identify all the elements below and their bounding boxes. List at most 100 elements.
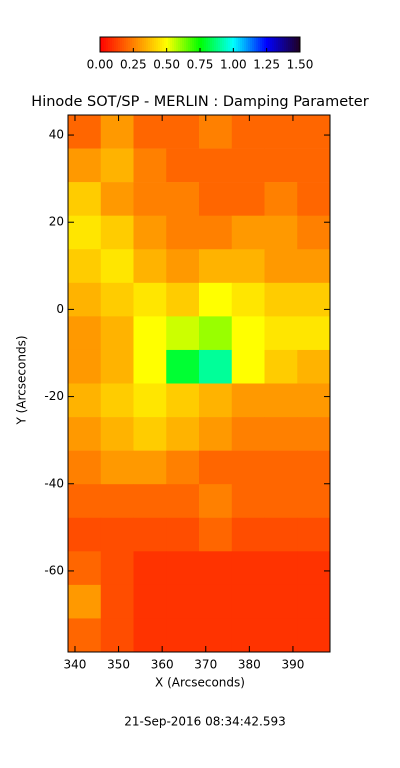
heatmap-cell xyxy=(231,249,265,284)
colorbar-swatch xyxy=(222,37,225,52)
colorbar-swatch xyxy=(174,37,177,52)
heatmap-cell xyxy=(231,115,265,149)
colorbar-swatch xyxy=(220,37,223,52)
y-tick-label: -20 xyxy=(44,389,64,403)
colorbar-swatch xyxy=(266,37,269,52)
colorbar-swatch xyxy=(284,37,287,52)
heatmap-cell xyxy=(264,349,298,384)
heatmap-cell xyxy=(133,618,167,653)
heatmap-cell xyxy=(199,484,233,519)
heatmap-cell xyxy=(133,417,167,451)
heatmap-cell xyxy=(68,450,102,485)
colorbar-swatch xyxy=(196,37,199,52)
colorbar-swatch xyxy=(262,37,265,52)
colorbar-swatch xyxy=(204,37,207,52)
colorbar-swatch xyxy=(286,37,289,52)
colorbar-swatch xyxy=(234,37,237,52)
heatmap-cell xyxy=(231,383,265,418)
heatmap-cell xyxy=(199,249,233,284)
colorbar-swatch xyxy=(250,37,253,52)
colorbar-swatch xyxy=(274,37,277,52)
heatmap-cell xyxy=(100,182,134,216)
colorbar-swatch xyxy=(132,37,135,52)
heatmap-cell xyxy=(68,349,102,384)
heatmap-cell xyxy=(100,148,134,183)
colorbar-swatch xyxy=(240,37,243,52)
heatmap-cell xyxy=(133,551,167,586)
colorbar-swatch xyxy=(278,37,281,52)
colorbar-swatch xyxy=(230,37,233,52)
heatmap-cell xyxy=(297,115,331,149)
heatmap-cell xyxy=(199,148,233,183)
colorbar-swatch xyxy=(192,37,195,52)
colorbar-swatch xyxy=(256,37,259,52)
colorbar-swatch xyxy=(242,37,245,52)
heatmap-cell xyxy=(133,450,167,485)
chart-title: Hinode SOT/SP - MERLIN : Damping Paramet… xyxy=(31,94,368,110)
heatmap-cell xyxy=(166,215,200,250)
colorbar-swatch xyxy=(294,37,297,52)
heatmap-cell xyxy=(231,215,265,250)
colorbar-swatch xyxy=(226,37,229,52)
colorbar-swatch xyxy=(280,37,283,52)
heatmap-cell xyxy=(100,115,134,149)
heatmap-cell xyxy=(68,517,102,552)
x-tick-label: 390 xyxy=(281,658,304,672)
heatmap-cell xyxy=(297,517,331,552)
heatmap-cell xyxy=(68,417,102,451)
colorbar-swatch xyxy=(136,37,139,52)
heatmap-cell xyxy=(199,349,233,384)
heatmap-cell xyxy=(100,417,134,451)
heatmap-cell xyxy=(264,316,298,351)
heatmap-cell xyxy=(133,115,167,149)
y-tick-label: 40 xyxy=(49,128,64,142)
heatmap-cell xyxy=(264,551,298,586)
heatmap-cell xyxy=(297,551,331,586)
x-axis-label: X (Arcseconds) xyxy=(155,676,245,690)
heatmap-cell xyxy=(133,349,167,384)
colorbar-swatch xyxy=(100,37,103,52)
colorbar-swatch xyxy=(108,37,111,52)
colorbar-swatch xyxy=(104,37,107,52)
colorbar-swatch xyxy=(290,37,293,52)
colorbar-tick-label: 0.25 xyxy=(120,58,147,72)
heatmap-cell xyxy=(264,450,298,485)
colorbar-swatch xyxy=(248,37,251,52)
heatmap-cell xyxy=(231,618,265,653)
colorbar-swatch xyxy=(140,37,143,52)
heatmap-cell xyxy=(231,349,265,384)
heatmap-cell xyxy=(133,148,167,183)
colorbar-swatch xyxy=(214,37,217,52)
heatmap-cell xyxy=(133,215,167,250)
heatmap-cell xyxy=(297,584,331,619)
x-tick-label: 350 xyxy=(107,658,130,672)
heatmap-cell xyxy=(166,249,200,284)
heatmap-cell xyxy=(231,450,265,485)
colorbar-swatch xyxy=(114,37,117,52)
colorbar-swatch xyxy=(190,37,193,52)
colorbar-swatch xyxy=(176,37,179,52)
heatmap-cell xyxy=(68,584,102,619)
colorbar-swatch xyxy=(232,37,235,52)
colorbar-swatch xyxy=(260,37,263,52)
heatmap-cell xyxy=(231,584,265,619)
heatmap-cell xyxy=(68,484,102,519)
colorbar-swatch xyxy=(246,37,249,52)
colorbar-swatch xyxy=(228,37,231,52)
heatmap-cell xyxy=(68,148,102,183)
heatmap-cell xyxy=(264,215,298,250)
colorbar-swatch xyxy=(152,37,155,52)
heatmap-cell xyxy=(231,148,265,183)
colorbar-tick-label: 0.75 xyxy=(187,58,214,72)
colorbar-swatch xyxy=(276,37,279,52)
heatmap-cell xyxy=(133,484,167,519)
heatmap-cell xyxy=(100,316,134,351)
colorbar-swatch xyxy=(172,37,175,52)
heatmap-cell xyxy=(264,618,298,653)
heatmap-cell xyxy=(133,249,167,284)
colorbar-swatch xyxy=(170,37,173,52)
x-tick-label: 360 xyxy=(151,658,174,672)
colorbar-swatch xyxy=(184,37,187,52)
heatmap-cell xyxy=(100,551,134,586)
y-axis-label: Y (Arcseconds) xyxy=(15,335,29,425)
